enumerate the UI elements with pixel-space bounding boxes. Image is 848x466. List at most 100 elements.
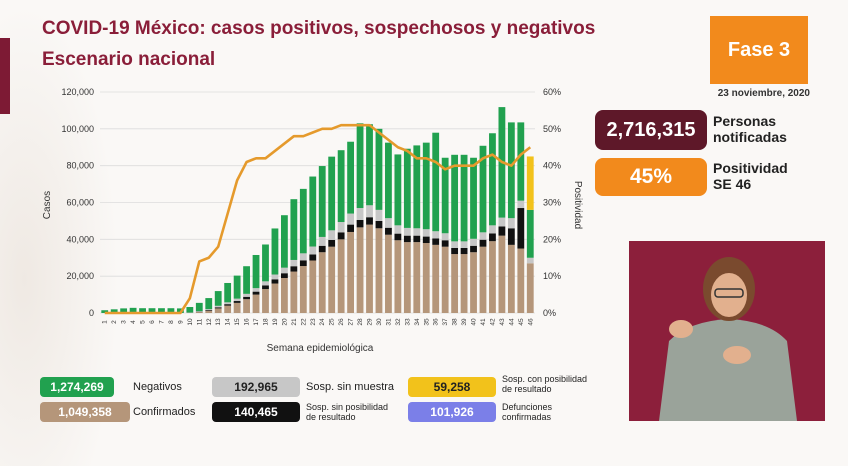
chart-bar-segment — [233, 301, 241, 303]
chart-bar-segment — [403, 242, 411, 313]
chart-bar-segment — [517, 200, 525, 209]
chart-bar-segment — [413, 242, 421, 313]
chart-bar-segment — [195, 311, 203, 312]
chart-bar-segment — [337, 239, 345, 313]
chart-bar-segment — [498, 235, 506, 313]
chart-x-tick-label: 2 — [111, 320, 118, 324]
interpreter-figure — [629, 241, 825, 421]
positivity-value: 45% — [629, 165, 673, 188]
chart-x-tick-label: 39 — [461, 318, 468, 326]
people-notified-label-line1: Personas — [713, 113, 777, 129]
page-subtitle: Escenario nacional — [42, 49, 216, 70]
chart-bar-segment — [328, 246, 336, 313]
chart-x-tick-label: 44 — [508, 318, 515, 326]
chart-bar-segment — [375, 128, 383, 210]
chart-bar-segment — [337, 222, 345, 233]
chart-x-tick-label: 12 — [206, 318, 213, 326]
chart-bar-segment — [385, 142, 392, 219]
legend-possible-badge: 59,258 — [408, 377, 496, 397]
chart-x-tick-label: 18 — [262, 318, 269, 326]
chart-x-tick-label: 27 — [348, 318, 355, 326]
chart-bar-segment — [243, 299, 250, 313]
legend-deaths-label-line2: confirmadas — [502, 412, 552, 422]
chart-bar-segment — [252, 291, 260, 295]
chart-bar-segment — [470, 238, 477, 246]
page-title: COVID-19 México: casos positivos, sospec… — [42, 18, 596, 39]
chart-bar-segment — [252, 288, 260, 292]
chart-y-tick-label: 20,000 — [66, 271, 94, 281]
chart-bar-segment — [422, 236, 430, 244]
chart-bar-segment — [186, 307, 194, 313]
legend-no-result-badge: 140,465 — [212, 402, 300, 422]
chart-bar-segment — [129, 307, 137, 313]
chart-bar-segment — [479, 232, 487, 240]
chart-x-tick-label: 37 — [442, 318, 449, 326]
chart-bar-segment — [441, 246, 449, 313]
chart-x-tick-label: 22 — [300, 318, 307, 326]
legend-negatives-value: 1,274,269 — [50, 380, 104, 394]
sign-language-interpreter-video — [629, 241, 825, 421]
chart-y-tick-label: 80,000 — [66, 161, 94, 171]
positivity-label-line2: SE 46 — [713, 176, 752, 192]
chart-bar-segment — [385, 234, 392, 313]
chart-bar-segment — [394, 225, 402, 234]
phase-label: Fase 3 — [727, 38, 791, 61]
chart-bar-segment — [403, 227, 411, 236]
legend-confirmed-label: Confirmados — [133, 406, 196, 418]
people-notified-value: 2,716,315 — [606, 118, 696, 141]
chart-bar-segment — [214, 308, 222, 313]
chart-x-tick-label: 25 — [329, 318, 336, 326]
legend-no-result-label-line1: Sosp. sin posibilidad — [306, 402, 389, 412]
chart-bar-segment — [517, 122, 525, 201]
chart-positivity-series-line — [104, 123, 532, 315]
chart-bar-segment — [413, 228, 421, 236]
chart-x-tick-label: 6 — [149, 320, 156, 324]
chart-bar-segment — [517, 208, 525, 249]
chart-bar-segment — [432, 231, 440, 239]
chart-bar-segment — [375, 209, 383, 221]
chart-bar-segment — [394, 154, 402, 226]
chart-y-tick-label: 40,000 — [66, 234, 94, 244]
chart-y2-axis-label: Positividad — [572, 181, 583, 229]
chart-bar-segment — [460, 254, 468, 313]
legend-no-sample-label: Sosp. sin muestra — [306, 381, 395, 393]
legend-deaths-value: 101,926 — [430, 405, 474, 419]
chart-bar-segment — [318, 166, 326, 237]
cases-chart: 020,00040,00060,00080,000100,000120,000 … — [42, 87, 583, 354]
legend-confirmed-badge: 1,049,358 — [40, 402, 130, 422]
chart-bar-segment — [498, 226, 506, 236]
chart-bar-segment — [328, 230, 336, 240]
chart-bar-segment — [507, 122, 515, 219]
legend-no-sample-value: 192,965 — [234, 380, 278, 394]
legend-deaths-badge: 101,926 — [408, 402, 496, 422]
chart-bar-segment — [356, 219, 364, 228]
legend-negatives-label: Negativos — [133, 381, 182, 393]
chart-bar-segment — [394, 240, 402, 313]
chart-x-tick-label: 33 — [404, 318, 411, 326]
chart-bar-segment — [517, 248, 525, 313]
chart-bar-segment — [224, 302, 232, 305]
chart-bar-segment — [280, 215, 288, 268]
chart-bar-segment — [432, 132, 440, 232]
chart-bar-segment — [347, 224, 355, 232]
chart-bar-segment — [318, 252, 326, 313]
chart-bar-segment — [413, 235, 421, 243]
chart-bar-segment — [394, 233, 402, 241]
chart-bar-segment — [356, 208, 364, 220]
chart-bar-segment — [271, 228, 279, 275]
chart-x-tick-label: 36 — [433, 318, 440, 326]
chart-bar-segment — [262, 285, 269, 290]
chart-bar-segment — [224, 304, 232, 306]
legend-possible-label-line1: Sosp. con posibilidad — [502, 374, 588, 384]
chart-bar-segment — [328, 156, 336, 231]
chart-bar-segment — [441, 157, 449, 234]
chart-bar-segment — [470, 252, 477, 313]
chart-bar-segment — [451, 154, 459, 242]
chart-bar-segment — [460, 247, 468, 255]
legend-no-sample-badge: 192,965 — [212, 377, 300, 397]
chart-bar-segment — [337, 232, 345, 240]
chart-bar-segment — [366, 205, 373, 218]
chart-y-ticks: 0 20,000 40,000 60,000 80,000 100,000 120,000 — [61, 87, 94, 318]
chart-y-tick-label: 100,000 — [61, 124, 94, 134]
chart-bar-segment — [224, 282, 232, 303]
